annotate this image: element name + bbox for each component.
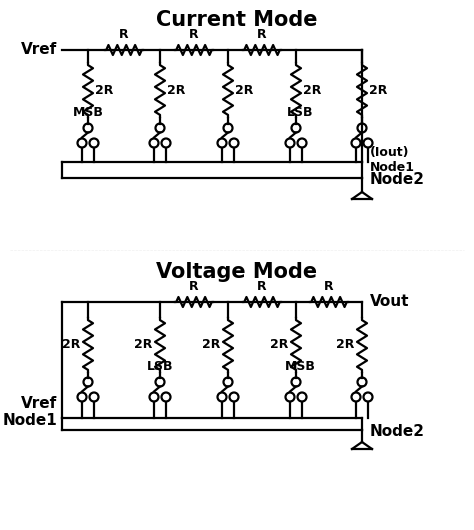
Text: MSB: MSB [73,107,103,119]
Text: MSB: MSB [284,360,315,374]
Text: 2R: 2R [95,84,113,96]
Text: R: R [324,280,334,293]
Text: 2R: 2R [62,339,80,351]
Text: (Iout)
Node1: (Iout) Node1 [370,146,415,174]
Text: 2R: 2R [336,339,354,351]
Text: Node2: Node2 [370,425,425,439]
Text: Vref
Node1: Vref Node1 [2,396,57,428]
Text: 2R: 2R [303,84,321,96]
Text: LSB: LSB [147,360,173,374]
Text: 2R: 2R [235,84,254,96]
Text: R: R [257,28,267,41]
Text: 2R: 2R [201,339,220,351]
Text: 2R: 2R [369,84,387,96]
Text: Node2: Node2 [370,172,425,188]
Text: Vout: Vout [370,295,410,310]
Text: Vref: Vref [21,42,57,57]
Text: 2R: 2R [167,84,185,96]
Text: R: R [189,280,199,293]
Text: Current Mode: Current Mode [156,10,318,30]
Text: R: R [257,280,267,293]
Text: 2R: 2R [134,339,152,351]
Text: LSB: LSB [287,107,313,119]
Text: R: R [119,28,129,41]
Text: Voltage Mode: Voltage Mode [156,262,318,282]
Text: R: R [189,28,199,41]
Text: 2R: 2R [270,339,288,351]
